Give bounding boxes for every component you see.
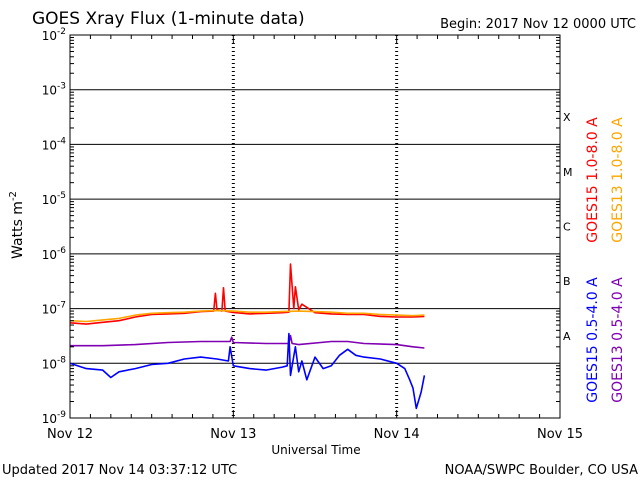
legend-label: GOES13 0.5-4.0 A [610,277,626,403]
series-goes15-0-5-4-0-a [69,332,426,410]
legend-entry: GOES15 1.0-8.0 A [585,117,601,243]
y-tick-base: 10 [42,357,57,371]
y-tick-label: 10-7 [42,301,66,317]
y-axis-label: Watts m-2 [8,191,26,259]
y-tick-base: 10 [42,29,57,43]
x-tick-label: Nov 15 [537,427,583,442]
legend-entry: GOES13 1.0-8.0 A [610,117,626,243]
flare-class-m: M [563,166,573,179]
series-goes15-1-0-8-0-a [69,263,425,325]
series-goes13-1-0-8-0-a [69,309,425,323]
y-tick-label: 10-8 [42,355,67,371]
y-tick-base: 10 [42,138,57,152]
legend-label: GOES15 1.0-8.0 A [585,117,601,243]
y-tick-label: 10-9 [42,410,67,426]
flare-class-b: B [563,275,571,288]
begin-time: Begin: 2017 Nov 12 0000 UTC [440,17,636,32]
y-tick-exp: -5 [57,191,66,201]
y-tick-label: 10-3 [42,82,66,98]
axis-layer [69,34,561,419]
legend-entry: GOES15 0.5-4.0 A [585,277,601,403]
svg-text:Watts m-2: Watts m-2 [8,191,26,259]
updated-timestamp: Updated 2017 Nov 14 03:37:12 UTC [2,463,237,478]
y-axis-label-base: Watts m [10,201,26,259]
y-tick-base: 10 [42,193,57,207]
y-tick-exp: -3 [57,82,66,92]
y-axis-label-exp: -2 [8,191,19,201]
y-tick-exp: -9 [57,410,66,420]
legend: GOES15 1.0-8.0 A GOES13 1.0-8.0 A GOES15 0… [585,117,626,403]
y-tick-label: 10-4 [42,136,67,152]
flare-class-x: X [563,111,571,124]
flare-class-a: A [563,330,571,343]
grid-layer [70,35,560,418]
y-tick-exp: -2 [57,27,66,37]
y-tick-base: 10 [42,303,57,317]
flare-class-c: C [563,221,571,234]
chart-title: GOES Xray Flux (1-minute data) [32,9,305,29]
y-tick-label: 10-5 [42,191,66,207]
y-tick-exp: -7 [57,301,66,311]
y-tick-exp: -4 [57,136,66,146]
x-tick-label: Nov 14 [374,427,420,442]
x-tick-label: Nov 13 [210,427,256,442]
x-axis-label: Universal Time [271,443,360,457]
series-layer [69,263,426,410]
legend-label: GOES15 0.5-4.0 A [585,277,601,403]
y-tick-base: 10 [42,84,57,98]
legend-label: GOES13 1.0-8.0 A [610,117,626,243]
y-tick-labels: 10-210-310-410-510-610-710-810-9 [42,27,67,426]
y-tick-exp: -6 [57,246,66,256]
y-tick-base: 10 [42,412,57,426]
credit-text: NOAA/SWPC Boulder, CO USA [445,463,638,478]
x-tick-label: Nov 12 [47,427,93,442]
y-tick-exp: -8 [57,355,66,365]
y-tick-base: 10 [42,248,57,262]
flare-class-labels: X M C B A [563,111,573,343]
legend-entry: GOES13 0.5-4.0 A [610,277,626,403]
y-tick-label: 10-6 [42,246,67,262]
y-tick-label: 10-2 [42,27,66,43]
x-tick-labels: Nov 12 Nov 13 Nov 14 Nov 15 [47,427,583,442]
